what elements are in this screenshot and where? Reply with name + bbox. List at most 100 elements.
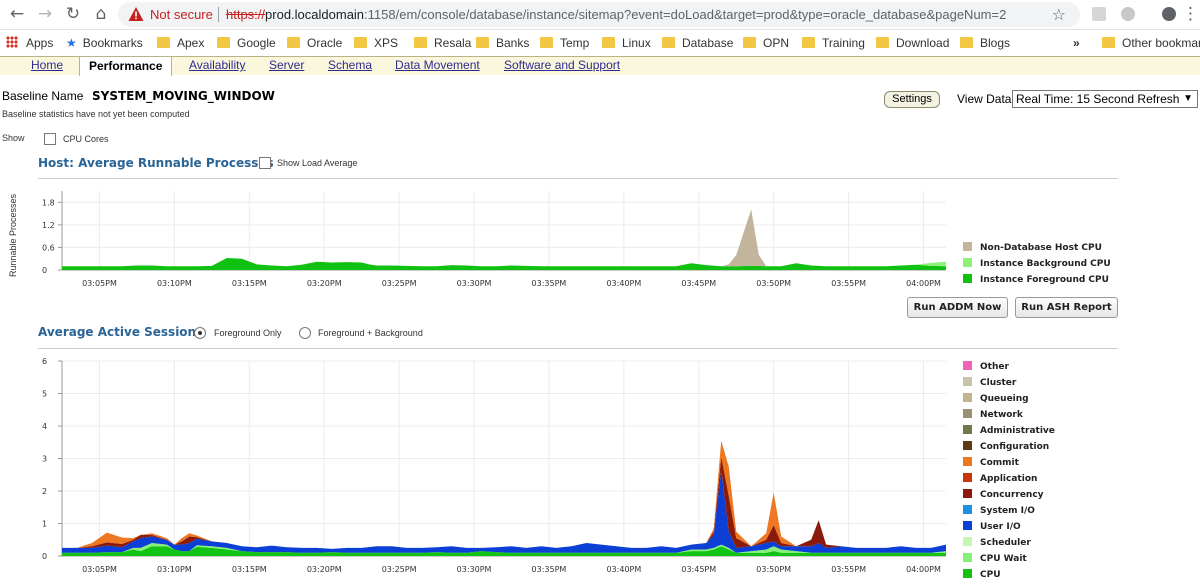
legend-label: Non-Database Host CPU [980, 243, 1102, 253]
folder-icon [217, 37, 230, 48]
aas-chart-divider [38, 348, 1118, 349]
bookmark-label: Resala [434, 36, 472, 50]
home-icon[interactable]: ⌂ [95, 4, 107, 24]
legend-non-database-host-cpu: Non-Database Host CPU [963, 242, 1102, 253]
bookmark-apps[interactable]: Apps [6, 35, 53, 51]
bookmark-folder-apex[interactable]: Apex [157, 35, 204, 51]
extension-circle-icon[interactable] [1121, 7, 1135, 21]
legend-label: CPU Wait [980, 554, 1027, 564]
bookmarks-overflow-chevron-icon[interactable]: » [1073, 36, 1080, 50]
folder-icon [662, 37, 675, 48]
legend-network: Network [963, 409, 1023, 420]
tab-availability[interactable]: Availability [189, 58, 246, 72]
bookmark-folder-opn[interactable]: OPN [743, 35, 789, 51]
bookmark-folder-download[interactable]: Download [876, 35, 949, 51]
bookmark-label: Banks [496, 36, 530, 50]
url-scheme: https:// [226, 7, 266, 22]
cpu-cores-checkbox[interactable] [44, 133, 56, 145]
forward-arrow-icon[interactable]: → [37, 4, 53, 24]
bookmark-folder-other[interactable]: Other bookmarks [1102, 35, 1200, 51]
bookmark-star-icon[interactable]: ☆ [1051, 5, 1066, 24]
legend-label: System I/O [980, 506, 1035, 516]
url-text[interactable]: https://prod.localdomain:1158/em/console… [226, 7, 1006, 22]
tab-data-movement[interactable]: Data Movement [395, 58, 480, 72]
bookmark-bookmarks[interactable]: ★ Bookmarks [66, 35, 143, 51]
bookmark-folder-oracle[interactable]: Oracle [287, 35, 342, 51]
x-tick-label: 03:45PM [681, 279, 716, 288]
view-data-label: View Data [957, 92, 1012, 106]
legend-label: Administrative [980, 426, 1055, 436]
baseline-name-label: Baseline Name [2, 89, 84, 103]
y-tick-label: 1.2 [42, 221, 55, 230]
x-tick-label: 03:50PM [756, 565, 791, 574]
bookmark-label: Apex [177, 36, 205, 50]
x-tick-label: 03:25PM [382, 565, 417, 574]
legend-swatch [963, 441, 972, 450]
legend-label: Concurrency [980, 490, 1044, 500]
show-load-average-checkbox[interactable] [259, 157, 271, 169]
url-host: prod.localdomain [265, 7, 365, 22]
legend-label: Network [980, 410, 1023, 420]
legend-swatch [963, 489, 972, 498]
show-label: Show [2, 133, 25, 143]
run-ash-report-button[interactable]: Run ASH Report [1015, 297, 1118, 318]
bookmark-folder-xps[interactable]: XPS [354, 35, 398, 51]
bookmarks-bar: Apps ★ Bookmarks Apex Google Oracle XPS R… [0, 31, 1200, 55]
y-tick-label: 3 [42, 455, 47, 464]
bookmark-label: OPN [763, 36, 790, 50]
bookmark-folder-resala[interactable]: Resala [414, 35, 471, 51]
legend-cluster: Cluster [963, 377, 1016, 388]
bookmark-folder-blogs[interactable]: Blogs [960, 35, 1010, 51]
bookmark-folder-google[interactable]: Google [217, 35, 276, 51]
y-tick-label: 0 [42, 266, 47, 275]
series-area-concurrency [62, 456, 946, 549]
bookmark-label: Download [896, 36, 950, 50]
folder-icon [414, 37, 427, 48]
tab-software-and-support[interactable]: Software and Support [504, 58, 621, 72]
tab-home[interactable]: Home [31, 58, 64, 72]
profile-avatar-icon[interactable] [1162, 7, 1176, 21]
series-area-cpu [62, 546, 946, 556]
bookmark-folder-linux[interactable]: Linux [602, 35, 651, 51]
legend-instance-background-cpu: Instance Background CPU [963, 258, 1111, 269]
legend-swatch [963, 377, 972, 386]
baseline-name-value: SYSTEM_MOVING_WINDOW [92, 89, 275, 103]
bookmark-bookmarks-label: Bookmarks [82, 36, 143, 50]
view-data-select[interactable]: Real Time: 15 Second Refresh ▼ [1012, 90, 1198, 108]
legend-swatch [963, 425, 972, 434]
legend-label: Instance Background CPU [980, 259, 1111, 269]
bookmark-folder-database[interactable]: Database [662, 35, 733, 51]
bookmark-folder-temp[interactable]: Temp [540, 35, 589, 51]
warning-triangle-icon[interactable] [128, 6, 144, 22]
bookmark-folder-training[interactable]: Training [802, 35, 865, 51]
legend-other: Other [963, 361, 1009, 372]
kebab-menu-icon[interactable]: ⋮ [1182, 4, 1199, 24]
legend-label: Cluster [980, 378, 1017, 388]
security-label[interactable]: Not secure [150, 7, 213, 22]
reload-icon[interactable]: ↻ [65, 4, 81, 24]
extension-icon[interactable] [1092, 7, 1106, 21]
foreground-only-radio[interactable] [194, 327, 206, 339]
legend-label: CPU [980, 570, 1001, 580]
tab-schema[interactable]: Schema [328, 58, 373, 72]
legend-instance-foreground-cpu: Instance Foreground CPU [963, 274, 1109, 285]
foreground-only-label: Foreground Only [214, 328, 282, 338]
legend-user-io: User I/O [963, 521, 1021, 532]
address-bar[interactable]: Not secure https://prod.localdomain:1158… [118, 2, 1080, 27]
x-tick-label: 03:20PM [307, 565, 342, 574]
folder-icon [802, 37, 815, 48]
bookmark-folder-banks[interactable]: Banks [476, 35, 529, 51]
back-arrow-icon[interactable]: ← [9, 4, 25, 24]
tab-server[interactable]: Server [269, 58, 305, 72]
foreground-background-radio[interactable] [299, 327, 311, 339]
x-tick-label: 03:45PM [681, 565, 716, 574]
x-tick-label: 04:00PM [906, 565, 941, 574]
tab-performance[interactable]: Performance [79, 56, 173, 76]
legend-label: Application [980, 474, 1038, 484]
run-addm-now-button[interactable]: Run ADDM Now [907, 297, 1008, 318]
y-tick-label: 5 [42, 390, 47, 399]
legend-swatch [963, 505, 972, 514]
settings-button[interactable]: Settings [884, 91, 940, 108]
bookmark-label: Google [237, 36, 276, 50]
